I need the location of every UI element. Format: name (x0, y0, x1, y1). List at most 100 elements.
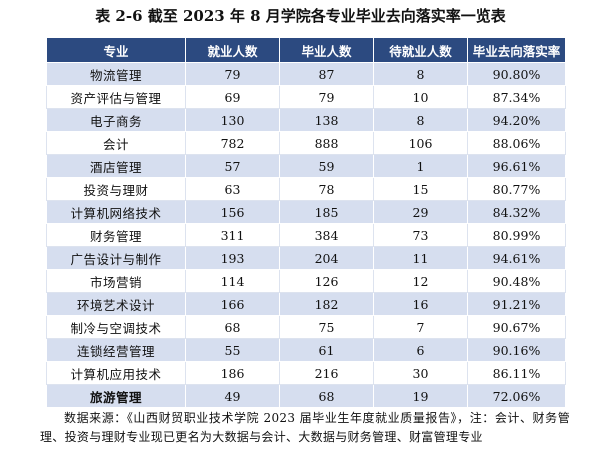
cell-graduates: 185 (279, 200, 374, 224)
cell-graduates: 126 (279, 269, 374, 293)
cell-major: 计算机网络技术 (46, 200, 186, 224)
table-header-row: 专业 就业人数 毕业人数 待就业人数 毕业去向落实率 (46, 37, 566, 63)
cell-employed: 166 (185, 292, 280, 316)
header-major: 专业 (46, 37, 186, 63)
cell-rate: 86.11% (467, 361, 566, 385)
cell-major: 市场营销 (46, 269, 186, 293)
cell-rate: 90.16% (467, 338, 566, 362)
cell-pending: 30 (373, 361, 468, 385)
table-row: 计算机网络技术 156 185 29 84.32% (46, 200, 566, 224)
header-pending: 待就业人数 (373, 37, 468, 63)
cell-graduates: 384 (279, 223, 374, 247)
cell-rate: 96.61% (467, 154, 566, 178)
cell-pending: 8 (373, 62, 468, 86)
table-row: 旅游管理 49 68 19 72.06% (46, 384, 566, 408)
cell-graduates: 79 (279, 85, 374, 109)
cell-pending: 15 (373, 177, 468, 201)
cell-graduates: 61 (279, 338, 374, 362)
cell-rate: 90.67% (467, 315, 566, 339)
table-row: 会计 782 888 106 88.06% (46, 131, 566, 155)
cell-pending: 29 (373, 200, 468, 224)
cell-pending: 73 (373, 223, 468, 247)
table-row: 投资与理财 63 78 15 80.77% (46, 177, 566, 201)
table-row: 市场营销 114 126 12 90.48% (46, 269, 566, 293)
cell-major: 酒店管理 (46, 154, 186, 178)
cell-pending: 10 (373, 85, 468, 109)
cell-rate: 84.32% (467, 200, 566, 224)
cell-employed: 57 (185, 154, 280, 178)
cell-graduates: 59 (279, 154, 374, 178)
header-graduates: 毕业人数 (279, 37, 374, 63)
cell-rate: 88.06% (467, 131, 566, 155)
cell-major: 财务管理 (46, 223, 186, 247)
cell-rate: 90.80% (467, 62, 566, 86)
cell-graduates: 138 (279, 108, 374, 132)
cell-employed: 49 (185, 384, 280, 408)
header-employed: 就业人数 (185, 37, 280, 63)
cell-employed: 63 (185, 177, 280, 201)
table-title: 表 2-6 截至 2023 年 8 月学院各专业毕业去向落实率一览表 (95, 7, 506, 25)
cell-major: 环境艺术设计 (46, 292, 186, 316)
cell-major: 旅游管理 (46, 384, 186, 408)
table-row: 环境艺术设计 166 182 16 91.21% (46, 292, 566, 316)
cell-employed: 156 (185, 200, 280, 224)
cell-major: 资产评估与管理 (46, 85, 186, 109)
cell-graduates: 216 (279, 361, 374, 385)
table-row: 广告设计与制作 193 204 11 94.61% (46, 246, 566, 270)
cell-graduates: 204 (279, 246, 374, 270)
cell-major: 连锁经营管理 (46, 338, 186, 362)
cell-rate: 80.77% (467, 177, 566, 201)
cell-rate: 87.34% (467, 85, 566, 109)
table-row: 酒店管理 57 59 1 96.61% (46, 154, 566, 178)
cell-graduates: 78 (279, 177, 374, 201)
cell-pending: 106 (373, 131, 468, 155)
table-row: 计算机应用技术 186 216 30 86.11% (46, 361, 566, 385)
table-row: 连锁经营管理 55 61 6 90.16% (46, 338, 566, 362)
cell-rate: 94.61% (467, 246, 566, 270)
cell-employed: 130 (185, 108, 280, 132)
cell-rate: 90.48% (467, 269, 566, 293)
table-row: 制冷与空调技术 68 75 7 90.67% (46, 315, 566, 339)
cell-rate: 94.20% (467, 108, 566, 132)
cell-pending: 12 (373, 269, 468, 293)
table-row: 资产评估与管理 69 79 10 87.34% (46, 85, 566, 109)
cell-employed: 69 (185, 85, 280, 109)
header-rate: 毕业去向落实率 (467, 37, 566, 63)
cell-major: 广告设计与制作 (46, 246, 186, 270)
cell-pending: 8 (373, 108, 468, 132)
cell-major: 会计 (46, 131, 186, 155)
cell-employed: 79 (185, 62, 280, 86)
employment-rate-table: 专业 就业人数 毕业人数 待就业人数 毕业去向落实率 物流管理 79 87 8 … (46, 37, 566, 408)
cell-graduates: 888 (279, 131, 374, 155)
table-row: 电子商务 130 138 8 94.20% (46, 108, 566, 132)
cell-employed: 311 (185, 223, 280, 247)
cell-employed: 68 (185, 315, 280, 339)
cell-graduates: 68 (279, 384, 374, 408)
cell-graduates: 87 (279, 62, 374, 86)
cell-employed: 114 (185, 269, 280, 293)
cell-major: 电子商务 (46, 108, 186, 132)
table-row: 物流管理 79 87 8 90.80% (46, 62, 566, 86)
cell-pending: 11 (373, 246, 468, 270)
cell-pending: 7 (373, 315, 468, 339)
cell-pending: 19 (373, 384, 468, 408)
cell-pending: 1 (373, 154, 468, 178)
cell-graduates: 75 (279, 315, 374, 339)
cell-pending: 6 (373, 338, 468, 362)
cell-major: 计算机应用技术 (46, 361, 186, 385)
source-note: 数据来源：《山西财贸职业技术学院 2023 届毕业生年度就业质量报告》，注：会计… (40, 411, 570, 444)
cell-rate: 80.99% (467, 223, 566, 247)
cell-employed: 55 (185, 338, 280, 362)
cell-major: 制冷与空调技术 (46, 315, 186, 339)
cell-rate: 91.21% (467, 292, 566, 316)
cell-graduates: 182 (279, 292, 374, 316)
cell-rate: 72.06% (467, 384, 566, 408)
cell-pending: 16 (373, 292, 468, 316)
cell-employed: 186 (185, 361, 280, 385)
cell-major: 投资与理财 (46, 177, 186, 201)
cell-employed: 193 (185, 246, 280, 270)
cell-major: 物流管理 (46, 62, 186, 86)
cell-employed: 782 (185, 131, 280, 155)
table-row: 财务管理 311 384 73 80.99% (46, 223, 566, 247)
